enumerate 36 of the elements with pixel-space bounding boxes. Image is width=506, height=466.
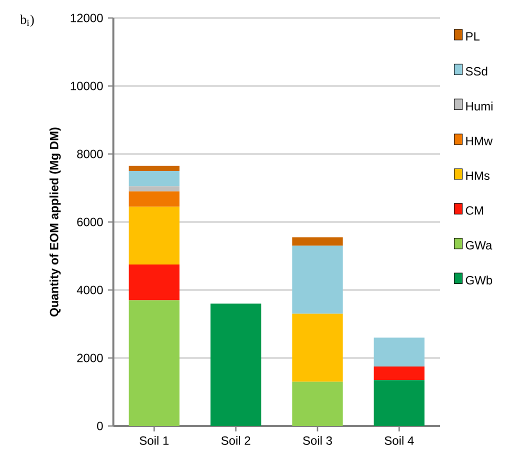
bar: [292, 314, 343, 382]
bar: [128, 191, 180, 207]
y-axis-title: Quantity of EOM applied (Mg DM): [50, 128, 61, 316]
bar: [128, 206, 180, 264]
bar: [128, 166, 180, 171]
y-tick-label: 4000: [76, 286, 103, 294]
y-tick-label: 6000: [77, 218, 103, 226]
y-tick-label: 8000: [77, 150, 103, 158]
chart-title: b$_{i}$): [20, 14, 34, 27]
legend-label: CM: [466, 206, 483, 215]
bar: [374, 380, 424, 426]
legend-label: GWa: [466, 241, 492, 250]
y-tick-label: 2000: [77, 354, 103, 362]
legend-label: HMs: [466, 172, 490, 180]
bar: [210, 304, 262, 426]
legend-label: GWb: [466, 276, 492, 284]
bar: [292, 382, 343, 426]
x-tick-label: Soil 3: [303, 436, 332, 445]
legend-label: SSd: [466, 66, 488, 76]
y-tick-label: 12000: [70, 14, 103, 22]
bar: [128, 186, 180, 192]
bar: [128, 170, 180, 186]
bar: [374, 338, 424, 366]
y-tick-label: 10000: [70, 82, 103, 90]
x-tick-label: Soil 4: [384, 436, 414, 445]
bar: [128, 264, 180, 300]
legend-label: HMw: [466, 136, 493, 146]
y-tick-label: 0: [97, 422, 103, 430]
legend-label: Humi: [466, 102, 492, 110]
x-tick-label: Soil 2: [221, 436, 250, 445]
bar: [292, 237, 343, 246]
bar: [374, 366, 424, 380]
x-tick-label: Soil 1: [140, 436, 169, 445]
legend-label: PL: [466, 32, 480, 40]
bar: [292, 246, 343, 314]
bar: [128, 300, 180, 426]
